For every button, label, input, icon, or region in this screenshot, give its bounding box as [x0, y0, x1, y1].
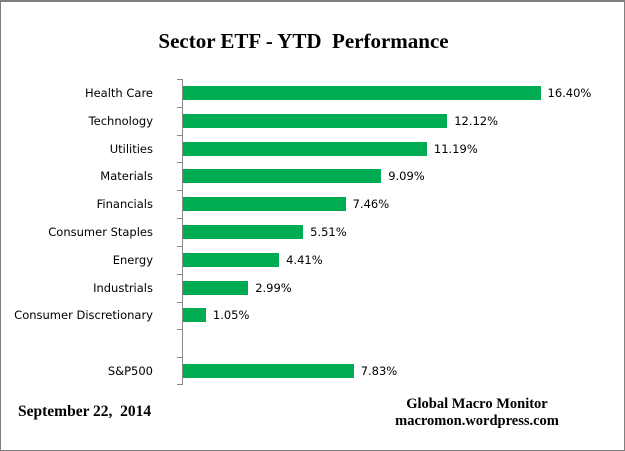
bar — [183, 252, 280, 267]
bar — [183, 169, 382, 184]
bar-value-label: 5.51% — [310, 224, 347, 239]
bar-row: Health Care 16.40% — [1, 79, 624, 107]
bar — [183, 308, 206, 323]
bar — [183, 197, 346, 212]
bar-row: Consumer Staples 5.51% — [1, 218, 624, 246]
axis-tick — [177, 135, 183, 136]
bar-area: 12.12% — [183, 107, 624, 135]
bar-area: 7.46% — [183, 190, 624, 218]
bar-row: Energy 4.41% — [1, 246, 624, 274]
category-axis-line — [182, 79, 183, 385]
bar-row — [1, 329, 624, 357]
bar-area: 11.19% — [183, 135, 624, 163]
axis-tick — [177, 329, 183, 330]
bar-rows: Health Care 16.40% Technology 12.12% Uti… — [1, 79, 624, 385]
bar-area: 5.51% — [183, 218, 624, 246]
bar-value-label: 9.09% — [388, 169, 425, 184]
axis-tick — [177, 107, 183, 108]
bar-value-label: 16.40% — [547, 85, 592, 100]
chart-title: Sector ETF - YTD Performance — [158, 29, 449, 53]
bar-area: 1.05% — [183, 302, 624, 330]
plot-area: Health Care 16.40% Technology 12.12% Uti… — [1, 79, 624, 385]
category-label: Consumer Staples — [48, 224, 153, 239]
footer-date: September 22, 2014 — [18, 403, 152, 420]
bar-row: Financials 7.46% — [1, 190, 624, 218]
category-label: Utilities — [109, 141, 153, 156]
category-label: Consumer Discretionary — [14, 308, 153, 323]
bar — [183, 224, 304, 239]
bar-value-label: 11.19% — [433, 141, 478, 156]
bar-row: S&P500 7.83% — [1, 357, 624, 385]
bar-row: Technology 12.12% — [1, 107, 624, 135]
bar-value-label: 4.41% — [286, 252, 323, 267]
bar-area: 9.09% — [183, 162, 624, 190]
bar-area: 7.83% — [183, 357, 624, 385]
category-label: Energy — [112, 252, 153, 267]
bar — [183, 280, 249, 295]
axis-tick — [177, 162, 183, 163]
footer-source-url: macromon.wordpress.com — [395, 413, 559, 429]
axis-tick — [177, 79, 183, 80]
axis-tick — [177, 246, 183, 247]
category-label: Materials — [100, 169, 153, 184]
bar — [183, 364, 354, 379]
footer-source-name: Global Macro Monitor — [406, 396, 548, 412]
bar-value-label: 12.12% — [454, 113, 499, 128]
category-label: Technology — [88, 113, 153, 128]
bar-area — [183, 329, 624, 357]
axis-tick — [177, 274, 183, 275]
axis-tick — [177, 218, 183, 219]
bar-row: Utilities 11.19% — [1, 135, 624, 163]
bar-area: 16.40% — [183, 79, 624, 107]
bar-value-label: 1.05% — [212, 308, 250, 323]
bar-row: Consumer Discretionary 1.05% — [1, 302, 624, 330]
bar-value-label: 7.46% — [352, 197, 390, 212]
bar — [183, 141, 427, 156]
bar-area: 4.41% — [183, 246, 624, 274]
bar — [183, 85, 541, 100]
bar-row: Industrials 2.99% — [1, 274, 624, 302]
bar — [183, 113, 448, 128]
category-label: Industrials — [93, 280, 153, 295]
axis-tick — [177, 190, 183, 191]
axis-tick — [177, 357, 183, 358]
axis-tick — [177, 302, 183, 303]
footer-source: Global Macro Monitor macromon.wordpress.… — [371, 396, 583, 430]
bar-value-label: 2.99% — [255, 280, 292, 295]
bar-value-label: 7.83% — [360, 364, 398, 379]
category-label: S&P500 — [107, 364, 153, 379]
bar-area: 2.99% — [183, 274, 624, 302]
category-label: Health Care — [84, 85, 153, 100]
axis-tick — [177, 384, 183, 385]
category-label: Financials — [96, 197, 153, 212]
bar-row: Materials 9.09% — [1, 162, 624, 190]
